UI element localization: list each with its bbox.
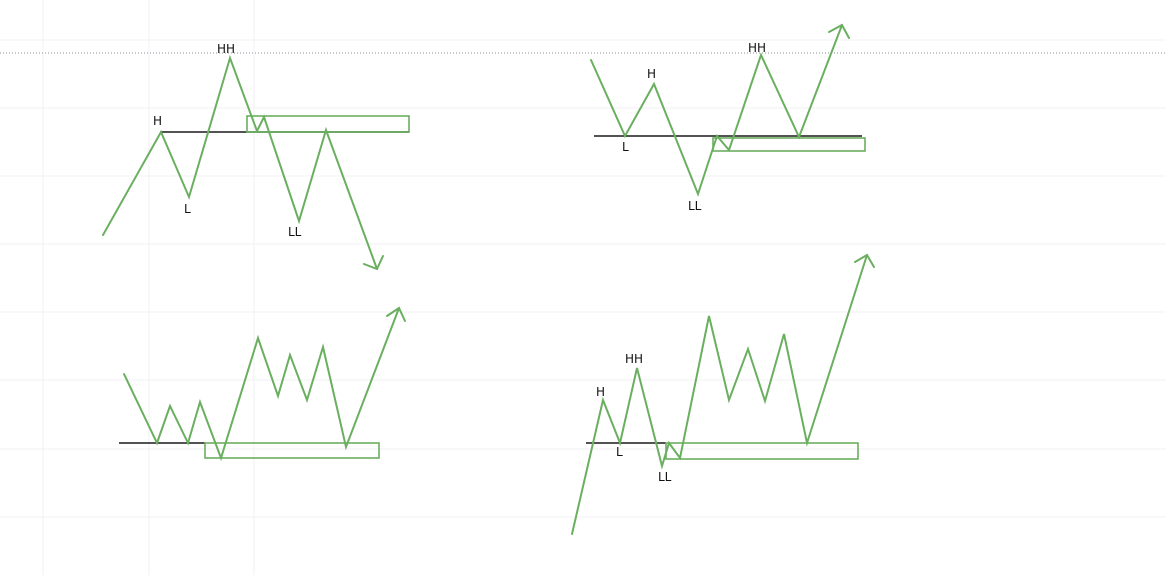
zone-box-bottom-right: [665, 442, 859, 460]
label-l-top-right: L: [622, 140, 629, 154]
panel-bottom-left: [119, 306, 406, 462]
label-hh-top-right: HH: [748, 41, 766, 55]
label-ll-top-left: LL: [288, 225, 302, 239]
label-ll-bottom-right: LL: [658, 470, 672, 484]
label-l-bottom-right: L: [616, 445, 623, 459]
arrowhead-bottom-right: [854, 253, 875, 268]
arrowhead-bottom-left: [386, 306, 406, 322]
label-hh-top-left: HH: [217, 42, 235, 56]
price-path-bottom-right: [571, 254, 868, 535]
label-h-top-left: H: [153, 114, 162, 128]
zone-box-top-right: [712, 137, 866, 152]
label-h-top-right: H: [647, 67, 656, 81]
price-path-bottom-left: [123, 307, 400, 462]
arrowhead-top-right: [828, 23, 850, 39]
zone-box-top-left: [246, 115, 410, 133]
panel-top-right: H HH L LL: [590, 23, 866, 213]
price-path-top-left: [102, 54, 378, 270]
label-l-top-left: L: [184, 202, 191, 216]
panel-top-left: H HH L LL: [102, 42, 410, 271]
zone-box-bottom-left: [204, 442, 380, 459]
price-path-top-right: [590, 24, 843, 197]
label-hh-bottom-right: HH: [625, 352, 643, 366]
panel-bottom-right: H HH L LL: [571, 253, 875, 535]
arrowhead-top-left: [363, 255, 384, 271]
label-h-bottom-right: H: [596, 385, 605, 399]
label-ll-top-right: LL: [688, 199, 702, 213]
